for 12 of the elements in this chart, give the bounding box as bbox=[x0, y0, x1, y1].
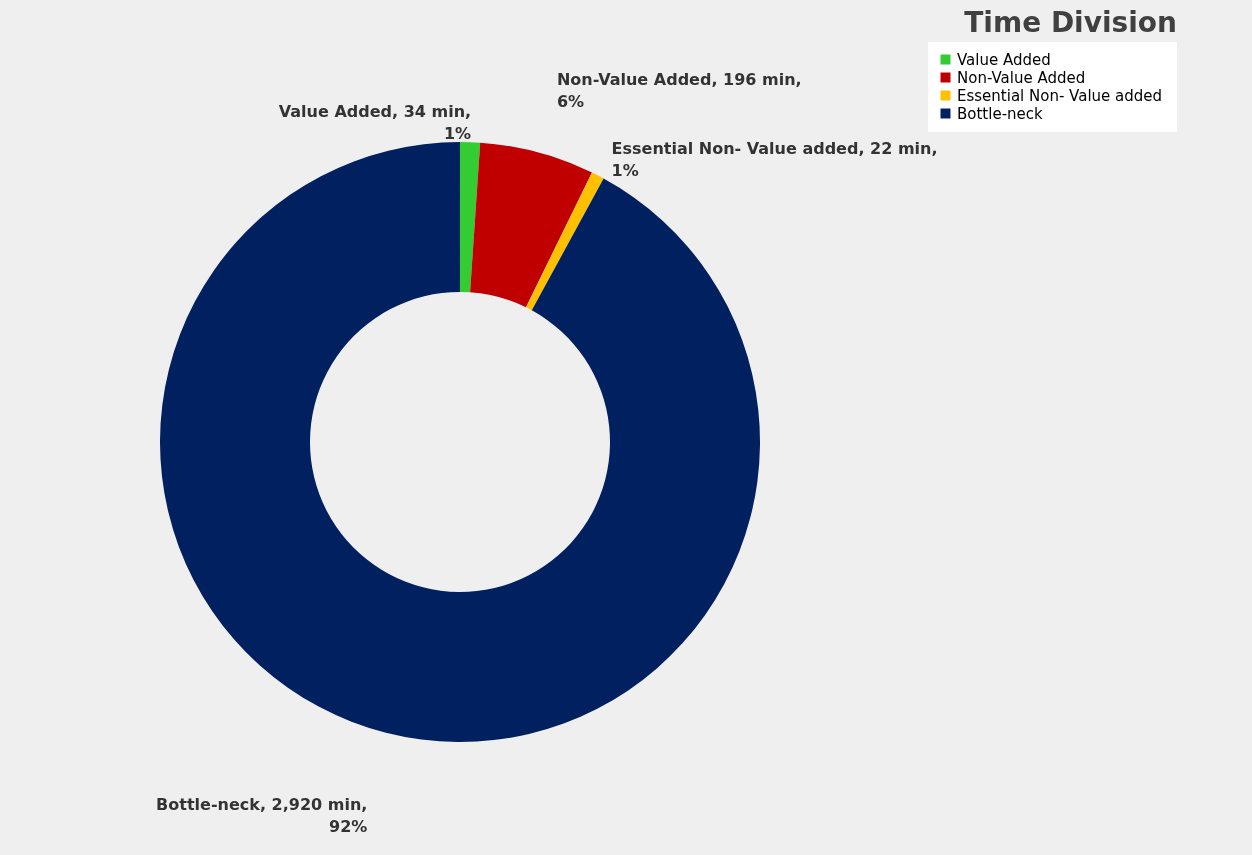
data-label: Value Added, 34 min, 1% bbox=[278, 102, 472, 144]
donut-slice bbox=[470, 142, 592, 308]
chart-title: Time Division bbox=[964, 6, 1177, 39]
donut-slice bbox=[460, 142, 481, 293]
donut-slice bbox=[526, 172, 604, 311]
data-label: Essential Non- Value added, 22 min, 1% bbox=[611, 138, 938, 180]
legend-label: Essential Non- Value added bbox=[957, 86, 1163, 105]
legend-label: Non-Value Added bbox=[957, 68, 1086, 87]
legend-label: Bottle-neck bbox=[957, 104, 1044, 123]
data-label: Non-Value Added, 196 min, 6% bbox=[556, 69, 802, 111]
legend-label: Value Added bbox=[957, 50, 1051, 69]
data-label: Bottle-neck, 2,920 min, 92% bbox=[156, 795, 368, 837]
